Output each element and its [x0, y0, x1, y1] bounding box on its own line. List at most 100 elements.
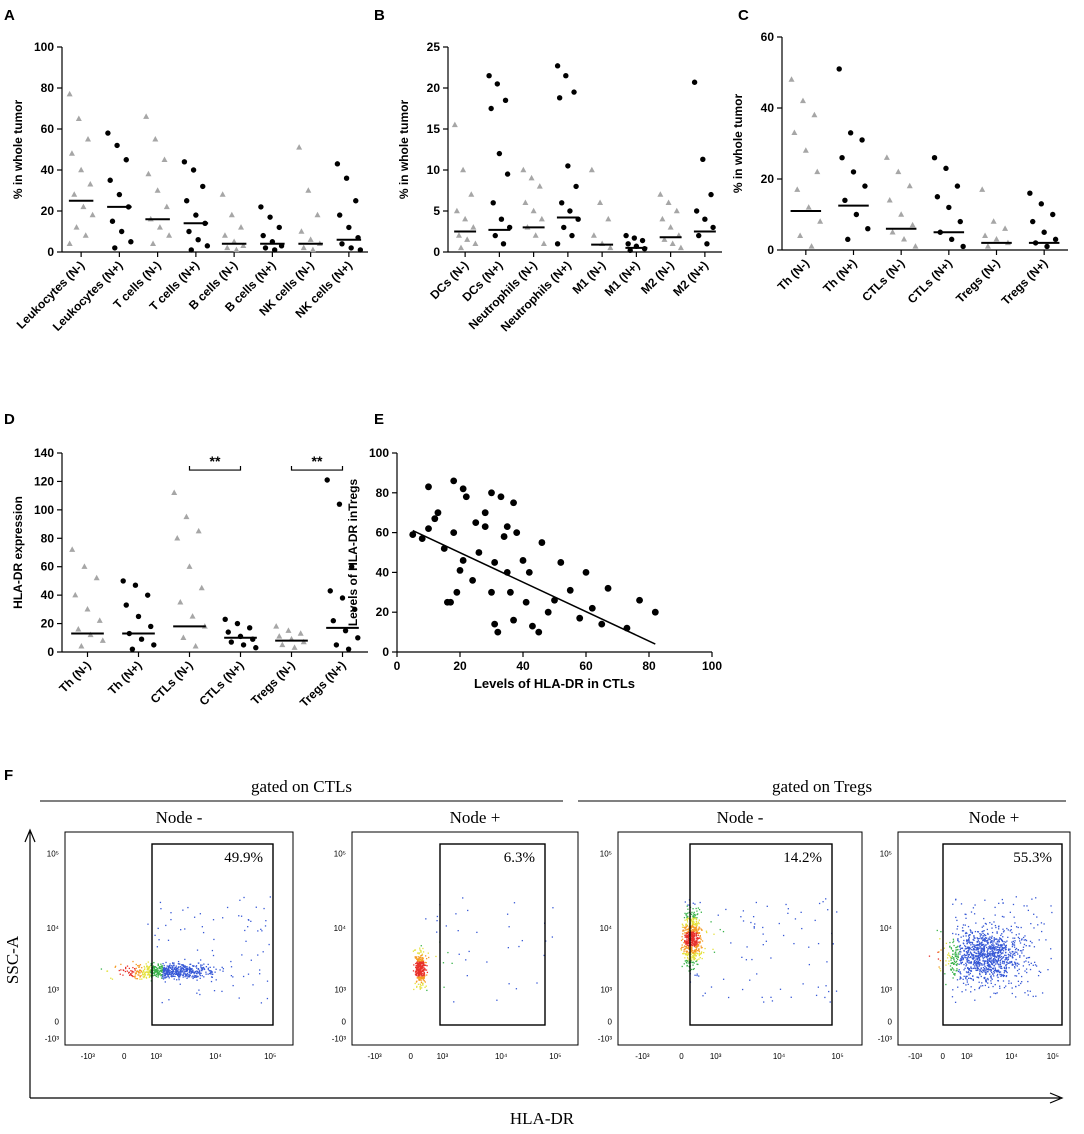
event-dot — [713, 951, 716, 953]
event-dot — [496, 999, 498, 1001]
event-dot — [422, 970, 425, 972]
x-tick-label: 20 — [453, 659, 467, 673]
event-dot — [691, 926, 693, 928]
event-dot — [125, 966, 127, 969]
event-dot — [983, 933, 986, 936]
event-dot — [692, 920, 694, 922]
event-dot — [692, 902, 694, 904]
event-dot — [167, 969, 169, 971]
event-dot — [422, 963, 425, 965]
event-dot — [958, 946, 961, 948]
event-dot — [692, 941, 694, 943]
event-dot — [956, 963, 959, 965]
event-dot — [694, 928, 696, 930]
data-point — [71, 191, 78, 197]
data-point — [327, 588, 333, 594]
event-dot — [1022, 936, 1025, 939]
event-dot — [1002, 931, 1005, 933]
event-dot — [982, 960, 984, 962]
data-point — [300, 244, 307, 251]
event-dot — [177, 966, 180, 968]
event-dot — [213, 966, 215, 968]
data-point — [105, 130, 111, 136]
event-dot — [1008, 948, 1010, 950]
event-dot — [987, 968, 990, 970]
event-dot — [694, 944, 696, 946]
event-dot — [827, 909, 829, 911]
event-dot — [687, 953, 690, 955]
data-point — [87, 181, 94, 187]
event-dot — [221, 990, 223, 993]
event-dot — [159, 901, 162, 904]
event-dot — [1024, 935, 1026, 937]
event-dot — [152, 965, 155, 967]
event-dot — [157, 927, 159, 930]
event-dot — [953, 944, 955, 947]
event-dot — [153, 972, 155, 974]
event-dot — [696, 938, 699, 940]
event-dot — [1003, 930, 1005, 932]
event-dot — [962, 958, 964, 960]
event-dot — [693, 942, 696, 944]
event-dot — [184, 968, 186, 970]
event-dot — [1020, 939, 1023, 941]
event-dot — [1014, 922, 1016, 924]
event-dot — [207, 967, 210, 969]
event-dot — [973, 955, 975, 957]
event-dot — [1012, 953, 1015, 955]
x-tick-label: M1 (N+) — [602, 258, 643, 299]
event-dot — [1003, 941, 1005, 943]
event-dot — [1001, 898, 1004, 901]
event-dot — [161, 965, 163, 967]
event-dot — [210, 980, 213, 983]
event-dot — [963, 943, 965, 945]
event-dot — [977, 938, 979, 940]
data-point — [260, 232, 266, 239]
event-dot — [989, 951, 991, 953]
event-dot — [701, 929, 703, 931]
event-dot — [986, 941, 988, 943]
event-dot — [687, 915, 689, 918]
event-dot — [686, 954, 689, 957]
gate — [689, 843, 833, 1026]
event-dot — [950, 959, 952, 961]
event-dot — [180, 972, 182, 975]
data-point — [472, 519, 480, 527]
event-dot — [997, 959, 1000, 961]
event-dot — [215, 968, 217, 970]
event-dot — [1009, 962, 1011, 964]
data-point — [150, 240, 157, 246]
event-dot — [692, 961, 694, 963]
data-point — [491, 559, 499, 566]
event-dot — [1025, 957, 1028, 959]
event-dot — [966, 942, 968, 945]
event-dot — [727, 996, 730, 999]
event-dot — [695, 930, 697, 932]
event-dot — [999, 959, 1002, 962]
event-dot — [690, 932, 693, 934]
event-dot — [190, 968, 192, 971]
event-dot — [1011, 941, 1013, 943]
event-dot — [955, 946, 957, 949]
event-dot — [182, 909, 184, 911]
event-dot — [163, 968, 166, 971]
event-dot — [422, 975, 424, 977]
event-dot — [954, 1001, 957, 1003]
event-dot — [189, 967, 191, 969]
event-dot — [161, 969, 163, 972]
event-dot — [978, 944, 980, 946]
event-dot — [418, 970, 420, 972]
event-dot — [159, 973, 161, 975]
event-dot — [986, 937, 988, 939]
event-dot — [988, 952, 990, 954]
event-dot — [1024, 939, 1027, 941]
event-dot — [148, 966, 150, 969]
event-dot — [172, 969, 174, 971]
event-dot — [695, 942, 697, 944]
event-dot — [422, 977, 424, 979]
event-dot — [199, 970, 201, 973]
event-dot — [418, 976, 420, 978]
data-point — [912, 243, 919, 249]
event-dot — [196, 949, 199, 951]
data-point — [565, 163, 571, 169]
